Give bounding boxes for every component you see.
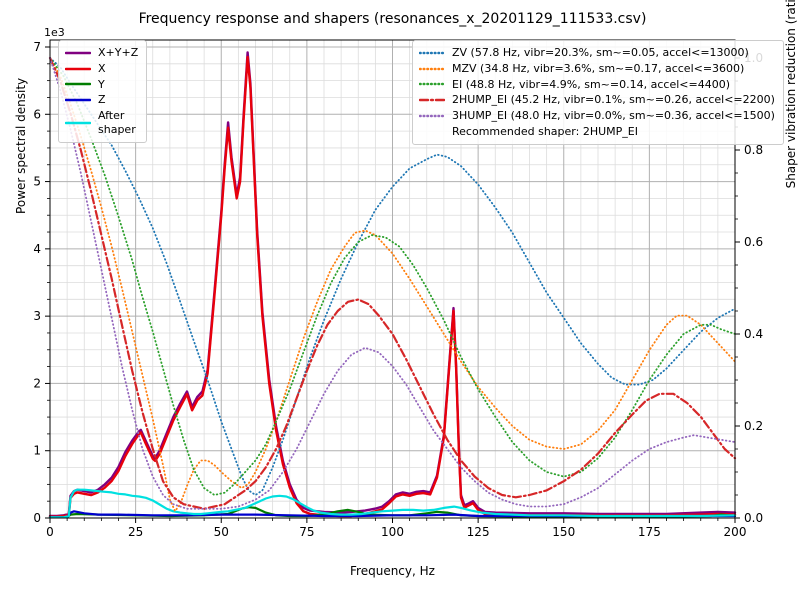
x-tick-label: 125 xyxy=(467,525,490,539)
x-tick-label: 0 xyxy=(46,525,54,539)
series-after xyxy=(48,488,737,519)
legend-right: ZV (57.8 Hz, vibr=20.3%, sm~=0.05, accel… xyxy=(412,40,784,145)
chart-title: Frequency response and shapers (resonanc… xyxy=(138,11,647,27)
x-tick-label: 100 xyxy=(381,525,404,539)
legend-line-swatch xyxy=(419,67,445,70)
legend-line-swatch xyxy=(419,114,445,118)
x-axis-label: Frequency, Hz xyxy=(350,564,435,578)
series-ei xyxy=(49,57,736,496)
legend-line-swatch xyxy=(65,51,91,55)
series-x xyxy=(48,55,737,518)
y-right-tick-label: 0.0 xyxy=(744,511,763,525)
x-tick-label: 175 xyxy=(638,525,661,539)
y-right-tick-label: 0.6 xyxy=(744,235,763,249)
legend-left: X+Y+Z X Y Z After shaper xyxy=(58,40,148,143)
y-left-tick-label: 5 xyxy=(33,175,41,189)
legend-left-label-1: X xyxy=(98,61,106,75)
legend-left-label-3: Z xyxy=(98,93,106,107)
y-left-tick-label: 7 xyxy=(33,40,41,54)
y-axis-label-right: Shaper vibration reduction (ratio) xyxy=(784,0,798,189)
series-3hump_ei xyxy=(49,57,736,510)
x-tick-label: 150 xyxy=(552,525,575,539)
series-mzv xyxy=(49,57,736,512)
legend-left-item-0: X+Y+Z xyxy=(65,45,138,61)
legend-right-label-3: 2HUMP_EI (45.2 Hz, vibr=0.1%, sm~=0.26, … xyxy=(452,93,775,107)
y-left-tick-label: 4 xyxy=(33,242,41,256)
x-tick-label: 200 xyxy=(724,525,747,539)
legend-right-item-2: EI (48.8 Hz, vibr=4.9%, sm~=0.14, accel<… xyxy=(419,77,775,93)
legend-right-item-3: 2HUMP_EI (45.2 Hz, vibr=0.1%, sm~=0.26, … xyxy=(419,92,775,108)
legend-left-label-2: Y xyxy=(98,77,105,91)
legend-right-item-5: Recommended shaper: 2HUMP_EI xyxy=(419,124,775,140)
legend-right-label-2: EI (48.8 Hz, vibr=4.9%, sm~=0.14, accel<… xyxy=(452,77,730,91)
legend-line-swatch xyxy=(419,98,445,102)
y-axis-multiplier-label: 1e3 xyxy=(44,26,65,39)
legend-spacer xyxy=(419,129,445,135)
legend-line-swatch xyxy=(65,67,91,70)
y-right-tick-label: 0.2 xyxy=(744,419,763,433)
x-tick-label: 25 xyxy=(128,525,143,539)
legend-left-label-4: After shaper xyxy=(98,109,136,136)
y-left-tick-label: 2 xyxy=(33,376,41,390)
legend-line-swatch xyxy=(65,83,91,86)
series-z xyxy=(48,510,737,519)
legend-right-item-4: 3HUMP_EI (48.0 Hz, vibr=0.0%, sm~=0.36, … xyxy=(419,108,775,124)
legend-line-swatch xyxy=(419,51,445,55)
legend-right-label-1: MZV (34.8 Hz, vibr=3.6%, sm~=0.17, accel… xyxy=(452,61,745,75)
x-tick-label: 50 xyxy=(214,525,229,539)
y-right-tick-label: 0.4 xyxy=(744,327,763,341)
legend-right-label-0: ZV (57.8 Hz, vibr=20.3%, sm~=0.05, accel… xyxy=(452,46,749,59)
y-right-tick-label: 0.8 xyxy=(744,143,763,157)
y-left-tick-label: 0 xyxy=(33,511,41,525)
legend-left-label-0: X+Y+Z xyxy=(98,46,139,59)
series-2hump_ei xyxy=(48,56,737,510)
y-axis-label-left: Power spectral density xyxy=(14,77,28,214)
y-left-tick-label: 6 xyxy=(33,107,41,121)
legend-right-label-4: 3HUMP_EI (48.0 Hz, vibr=0.0%, sm~=0.36, … xyxy=(452,109,775,122)
x-tick-label: 75 xyxy=(299,525,314,539)
legend-left-item-1: X xyxy=(65,61,138,77)
legend-line-swatch xyxy=(65,98,91,102)
legend-line-swatch xyxy=(419,83,445,86)
y-left-tick-label: 1 xyxy=(33,444,41,458)
legend-left-item-4: After shaper xyxy=(65,108,138,138)
y-left-tick-label: 3 xyxy=(33,309,41,323)
legend-left-item-2: Y xyxy=(65,77,138,93)
legend-line-swatch xyxy=(65,121,91,124)
legend-left-item-3: Z xyxy=(65,92,138,108)
legend-right-label-5: Recommended shaper: 2HUMP_EI xyxy=(452,124,638,138)
legend-right-item-1: MZV (34.8 Hz, vibr=3.6%, sm~=0.17, accel… xyxy=(419,61,775,77)
legend-right-item-0: ZV (57.8 Hz, vibr=20.3%, sm~=0.05, accel… xyxy=(419,45,775,61)
